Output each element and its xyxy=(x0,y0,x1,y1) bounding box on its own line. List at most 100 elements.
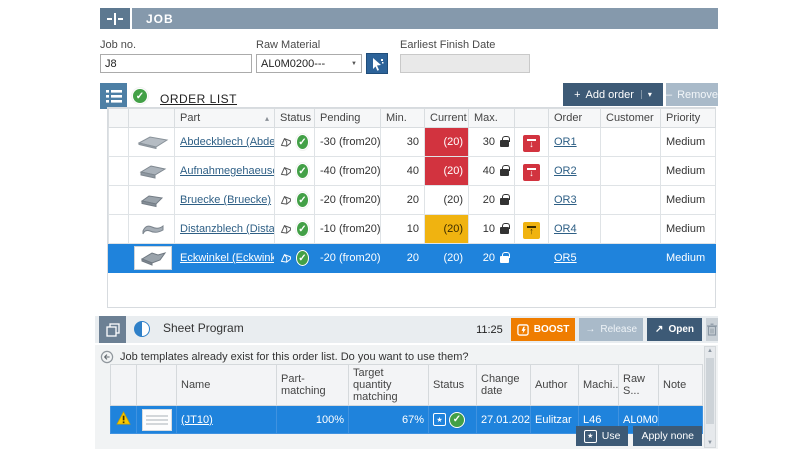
auto-select-material-button[interactable] xyxy=(366,53,388,74)
bend-part-icon xyxy=(280,167,291,176)
max-cell: 40 xyxy=(482,165,495,177)
status-ok-icon: ✓ xyxy=(295,134,309,150)
current-cell: (20) xyxy=(424,185,469,215)
part-link[interactable]: Distanzblech (Distanz xyxy=(180,223,275,235)
bend-part-icon xyxy=(280,196,291,205)
lock-icon xyxy=(500,252,510,263)
part-link[interactable]: Eckwinkel (Eckwinkel) xyxy=(180,252,274,264)
tcol-target-matching[interactable]: Target quantity matching xyxy=(348,364,429,406)
warning-icon xyxy=(116,411,131,425)
add-order-button[interactable]: + Add order ▾ xyxy=(563,83,663,106)
min-cell: 10 xyxy=(380,214,425,244)
order-link[interactable]: OR4 xyxy=(554,223,577,235)
pending-cell: -20 (from20) xyxy=(314,243,381,273)
release-label: Release xyxy=(600,324,638,335)
lock-icon xyxy=(500,136,510,147)
order-link[interactable]: OR1 xyxy=(554,136,577,148)
min-cell: 20 xyxy=(380,185,425,215)
col-min[interactable]: Min. xyxy=(380,108,425,128)
open-button[interactable]: ↗ Open xyxy=(647,318,702,341)
col-priority[interactable]: Priority xyxy=(660,108,716,128)
template-name-link[interactable]: (JT10) xyxy=(181,413,213,426)
tcol-part-matching[interactable]: Part-matching xyxy=(276,364,349,406)
part-thumbnail xyxy=(134,246,172,270)
order-list-icon xyxy=(100,83,127,109)
bend-part-icon xyxy=(280,225,291,234)
bend-part-icon xyxy=(280,138,291,147)
job-no-input[interactable] xyxy=(100,54,252,73)
priority-cell: Medium xyxy=(660,156,716,186)
col-customer[interactable]: Customer xyxy=(600,108,661,128)
tcol-author[interactable]: Author xyxy=(530,364,579,406)
lock-icon xyxy=(500,223,510,234)
part-link[interactable]: Abdeckblech (Abdeck xyxy=(180,136,275,148)
order-row-4[interactable]: Distanzblech (Distanz ✓ -10 (from20) 10 … xyxy=(108,214,716,244)
add-order-label: Add order xyxy=(585,88,634,101)
current-cell: (20) xyxy=(424,156,469,186)
col-current[interactable]: Current xyxy=(424,108,469,128)
max-cell: 30 xyxy=(482,136,495,148)
boost-button[interactable]: BOOST xyxy=(510,318,576,341)
col-part[interactable]: Part ▴ xyxy=(174,108,275,128)
part-link[interactable]: Bruecke (Bruecke) xyxy=(180,194,272,206)
vertical-scrollbar[interactable]: ▲ ▼ xyxy=(704,346,716,448)
sort-asc-icon: ▴ xyxy=(264,114,269,123)
customer-cell xyxy=(600,185,661,215)
tcol-change-date[interactable]: Change date xyxy=(476,364,531,406)
part-link[interactable]: Aufnahmegehaeuse ( xyxy=(180,165,275,177)
max-cell: 20 xyxy=(482,252,495,264)
customer-cell xyxy=(600,243,661,273)
templates-message: Job templates already exist for this ord… xyxy=(120,351,469,363)
order-link[interactable]: OR3 xyxy=(554,194,577,206)
use-label: Use xyxy=(601,430,621,442)
col-order[interactable]: Order xyxy=(548,108,601,128)
tcol-name[interactable]: Name xyxy=(176,364,277,406)
use-template-button[interactable]: ★ Use xyxy=(575,426,629,446)
order-row-3[interactable]: Bruecke (Bruecke) ✓ -20 (from20) 20 (20)… xyxy=(108,185,716,215)
order-list-status-ok-icon: ✓ xyxy=(132,88,148,104)
tcol-raw-sheet[interactable]: Raw S... xyxy=(618,364,659,406)
chevron-down-icon[interactable]: ▾ xyxy=(640,90,652,99)
dropdown-caret-icon[interactable]: ▼ xyxy=(351,60,357,67)
order-row-5-selected[interactable]: Eckwinkel (Eckwinkel) ✓ -20 (from20) 20 … xyxy=(108,243,716,273)
sheet-program-icon xyxy=(99,316,126,343)
tcol-note[interactable]: Note xyxy=(658,364,703,406)
template-icon: ★ xyxy=(433,413,446,426)
order-link[interactable]: OR2 xyxy=(554,165,577,177)
pending-cell: -20 (from20) xyxy=(314,185,381,215)
max-cell: 10 xyxy=(482,223,495,235)
customer-cell xyxy=(600,156,661,186)
col-max[interactable]: Max. xyxy=(468,108,515,128)
min-cell: 20 xyxy=(380,243,425,273)
order-row-2[interactable]: Aufnahmegehaeuse ( ✓ -40 (from20) 40 (20… xyxy=(108,156,716,186)
tcol-machine[interactable]: Machi... xyxy=(578,364,619,406)
min-cell: 30 xyxy=(380,127,425,157)
current-cell: (20) xyxy=(424,127,469,157)
above-maximum-icon: ↑ xyxy=(523,222,540,240)
raw-material-select[interactable]: AL0M0200--- ▼ xyxy=(256,54,362,73)
tcol-thumbnail xyxy=(136,364,177,406)
status-ok-icon: ✓ xyxy=(295,250,309,266)
delete-button[interactable] xyxy=(706,318,718,341)
status-ok-icon: ✓ xyxy=(449,411,465,428)
order-link[interactable]: OR5 xyxy=(554,252,577,264)
release-button[interactable]: → Release xyxy=(579,318,644,341)
scroll-thumb[interactable] xyxy=(706,358,714,424)
job-title: JOB xyxy=(146,11,174,26)
scroll-up-icon[interactable]: ▲ xyxy=(707,348,713,354)
magic-cursor-icon xyxy=(373,57,384,71)
tcol-status[interactable]: Status xyxy=(428,364,477,406)
template-thumbnail xyxy=(141,408,172,431)
bend-part-icon xyxy=(280,254,291,263)
col-pending[interactable]: Pending xyxy=(314,108,381,128)
part-matching-cell: 100% xyxy=(276,405,349,434)
remove-label: Remove xyxy=(677,88,719,101)
apply-none-button[interactable]: Apply none xyxy=(633,426,702,446)
col-status[interactable]: Status xyxy=(274,108,315,128)
trash-icon xyxy=(707,323,717,336)
scroll-down-icon[interactable]: ▼ xyxy=(707,440,713,446)
job-no-label: Job no. xyxy=(100,39,137,51)
order-row-1[interactable]: Abdeckblech (Abdeck ✓ -30 (from20) 30 (2… xyxy=(108,127,716,157)
status-ok-icon: ✓ xyxy=(295,163,309,179)
remove-order-button[interactable]: – Remove xyxy=(666,83,718,106)
